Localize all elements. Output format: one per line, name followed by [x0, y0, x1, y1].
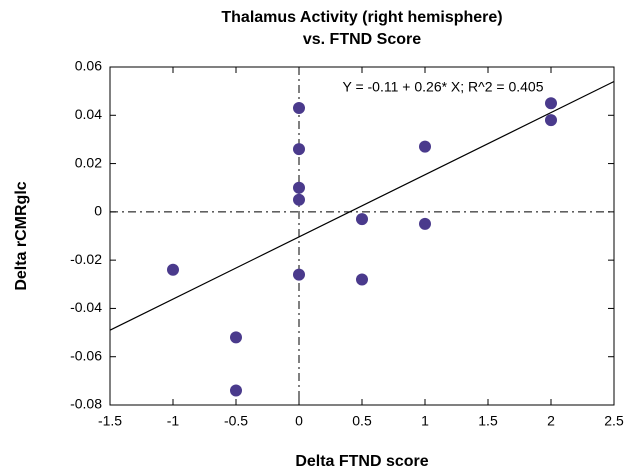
data-point — [419, 217, 431, 230]
x-tick-label: 0.5 — [352, 413, 372, 429]
data-point — [545, 114, 557, 127]
y-tick-label: -0.04 — [70, 299, 102, 315]
data-point — [230, 331, 242, 344]
fit-line — [109, 80, 615, 331]
x-tick-label: 2.5 — [604, 413, 624, 429]
x-tick-label: 2 — [547, 413, 555, 429]
data-point — [356, 273, 368, 286]
chart-title: Thalamus Activity (right hemisphere) — [221, 9, 502, 26]
x-tick-label: 1 — [421, 413, 429, 429]
y-tick-label: -0.06 — [70, 347, 102, 363]
y-tick-label: 0.02 — [75, 154, 102, 170]
data-point — [545, 97, 557, 110]
data-point — [293, 268, 305, 281]
x-tick-label: -1 — [167, 413, 180, 429]
y-axis-label: Delta rCMRglc — [13, 181, 30, 290]
y-tick-label: 0.04 — [75, 106, 102, 122]
x-tick-label: -0.5 — [224, 413, 248, 429]
x-tick-label: 1.5 — [478, 413, 498, 429]
y-tick-label: 0.06 — [75, 58, 102, 74]
y-tick-label: 0 — [94, 203, 102, 219]
data-point — [293, 102, 305, 115]
x-axis-label: Delta FTND score — [295, 453, 428, 470]
data-point — [419, 140, 431, 153]
data-point — [356, 213, 368, 226]
x-tick-label: 0 — [295, 413, 303, 429]
x-tick-label: -1.5 — [98, 413, 122, 429]
plot-frame — [109, 66, 615, 406]
y-tick-label: -0.08 — [70, 396, 102, 412]
fit-equation: Y = -0.11 + 0.26* X; R^2 = 0.405 — [342, 79, 543, 95]
data-point — [293, 193, 305, 206]
data-point — [167, 263, 179, 276]
data-point — [293, 181, 305, 194]
data-point — [230, 384, 242, 397]
data-point — [293, 143, 305, 156]
chart-title: vs. FTND Score — [303, 31, 421, 48]
y-tick-label: -0.02 — [70, 251, 102, 267]
